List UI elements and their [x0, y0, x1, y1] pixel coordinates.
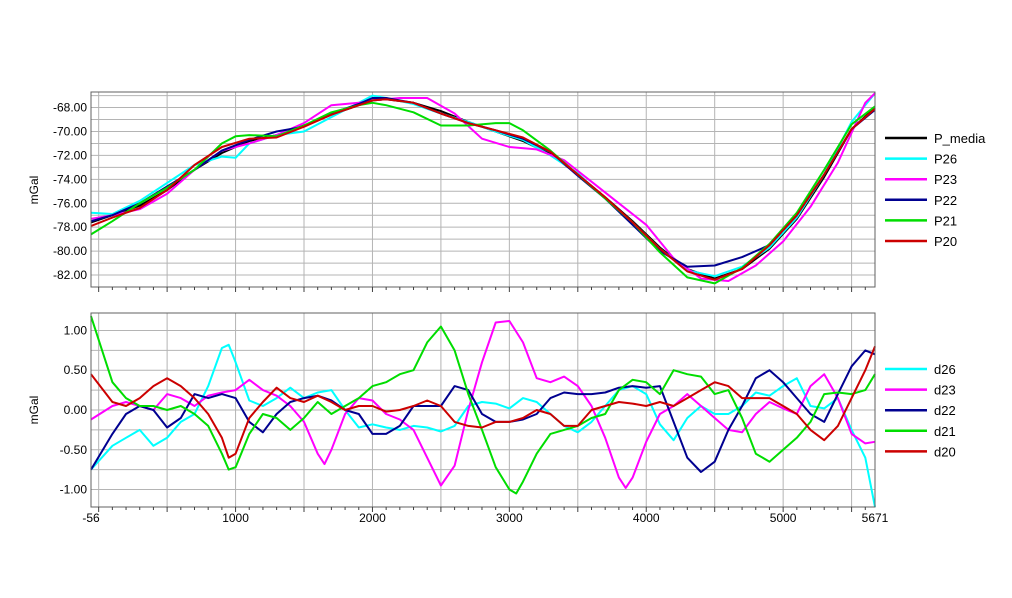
- lower-x-tick-label: 5000: [770, 511, 797, 525]
- lower-x-ticks: [98, 507, 866, 512]
- upper-y-tick-label: -70.00: [53, 124, 87, 138]
- lower-y-tick-label: 1.00: [64, 323, 88, 337]
- lower-legend-label-d20: d20: [934, 444, 956, 459]
- upper-y-tick-label: -82.00: [53, 268, 87, 282]
- lower-legend-label-d22: d22: [934, 403, 956, 418]
- lower-x-tick-label: -56: [82, 511, 100, 525]
- upper-clip-top: [51, 72, 895, 92]
- lower-y-tick-label: -1.00: [60, 483, 88, 497]
- upper-legend-label-p21: P21: [934, 213, 957, 228]
- lower-frame: [90, 312, 876, 508]
- upper-y-axis-title: mGal: [27, 176, 41, 205]
- lower-clip-bottom: [51, 507, 895, 511]
- upper-legend-label-p22: P22: [934, 193, 957, 208]
- upper-y-tick-label: -68.00: [53, 101, 87, 115]
- upper-grid: [91, 92, 875, 288]
- upper-clip-bottom: [51, 287, 895, 291]
- upper-series-line-p20: [90, 98, 876, 281]
- lower-y-tick-label: 0.00: [64, 403, 88, 417]
- lower-legend-label-d23: d23: [934, 383, 956, 398]
- upper-legend-label-p23: P23: [934, 172, 957, 187]
- lower-x-tick-label: 2000: [359, 511, 386, 525]
- upper-y-tick-label: -74.00: [53, 172, 87, 186]
- lower-series-line-d26: [90, 343, 876, 508]
- lower-clip-top: [51, 293, 895, 313]
- lower-x-tick-label: 1000: [222, 511, 249, 525]
- lower-legend-label-d21: d21: [934, 424, 956, 439]
- upper-y-tick-label: -72.00: [53, 148, 87, 162]
- lower-chart: 1.00 0.50 0.00 -0.50 -1.00 -56 1000 2000 3000 400…: [27, 293, 956, 525]
- upper-legend-label-p-media: P_media: [934, 131, 986, 146]
- lower-x-tick-label: 4000: [633, 511, 660, 525]
- upper-chart: -68.00 -70.00 -72.00 -74.00 -76.00 -78.00 -80.…: [27, 72, 986, 292]
- upper-y-tick-label: -78.00: [53, 220, 87, 234]
- lower-legend-label-d26: d26: [934, 362, 956, 377]
- upper-legend-label-p20: P20: [934, 234, 957, 249]
- upper-y-tick-label: -76.00: [53, 196, 87, 210]
- upper-legend-label-p26: P26: [934, 152, 957, 167]
- lower-legend: d26 d23 d22 d21 d20: [885, 362, 956, 459]
- upper-frame: [90, 91, 876, 288]
- lower-series-line-d20: [90, 346, 876, 459]
- lower-x-tick-label: 5671: [862, 511, 889, 525]
- lower-series-line-d23: [90, 320, 876, 489]
- upper-x-ticks: [98, 287, 866, 292]
- lower-x-tick-label: 3000: [496, 511, 523, 525]
- lower-y-tick-label: 0.50: [64, 363, 88, 377]
- lower-y-tick-label: -0.50: [60, 443, 88, 457]
- lower-series-line-d21: [90, 315, 876, 495]
- upper-y-tick-label: -80.00: [53, 244, 87, 258]
- lower-series-line-d22: [90, 349, 876, 473]
- lower-y-axis-title: mGal: [27, 396, 41, 425]
- upper-legend: P_media P26 P23 P22 P21 P20: [885, 131, 986, 249]
